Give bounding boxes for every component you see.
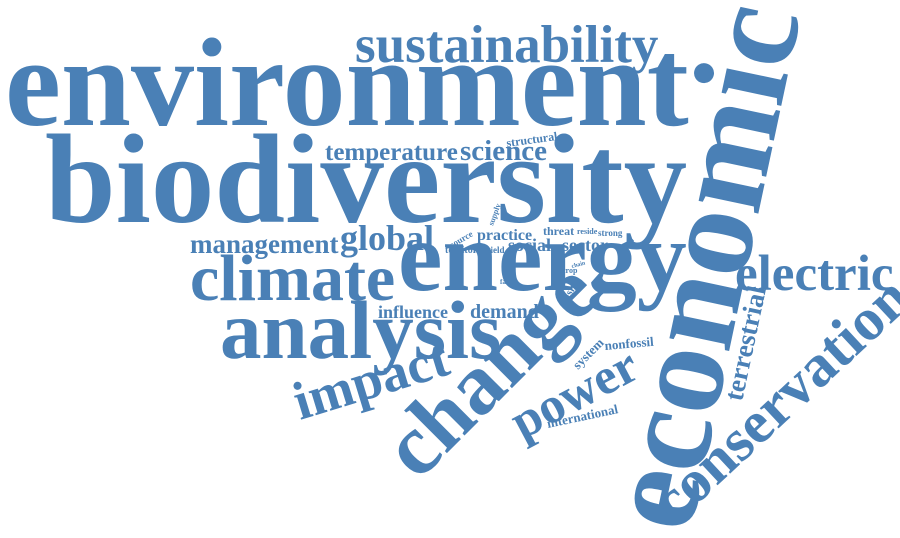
cloud-word: sustainability [355,16,658,74]
cloud-word: nonfossil [604,334,655,353]
cloud-word: science [460,135,547,167]
cloud-word: temperature [325,139,458,166]
cloud-word: global [340,218,434,258]
cloud-word: climate [190,242,395,315]
cloud-word: management [190,229,338,259]
cloud-word: chain [571,260,587,270]
cloud-word: practice [477,227,532,244]
cloud-word: influence [378,302,448,322]
cloud-word: social [508,235,551,255]
cloud-word: reside [577,227,598,236]
cloud-word: threat [543,224,574,238]
cloud-word: environment [5,14,689,153]
cloud-word: territory [445,245,482,256]
cloud-word: sector [562,235,608,255]
cloud-word: farm [500,278,515,286]
cloud-word: analysis [220,284,501,376]
cloud-word: energy [398,201,687,312]
cloud-word: crop [562,266,578,275]
cloud-word: electric [735,246,894,302]
cloud-word: biodiversity [45,110,687,250]
cloud-word: strong [598,228,623,238]
cloud-word: yield [486,245,505,255]
cloud-word: demand [470,301,539,323]
